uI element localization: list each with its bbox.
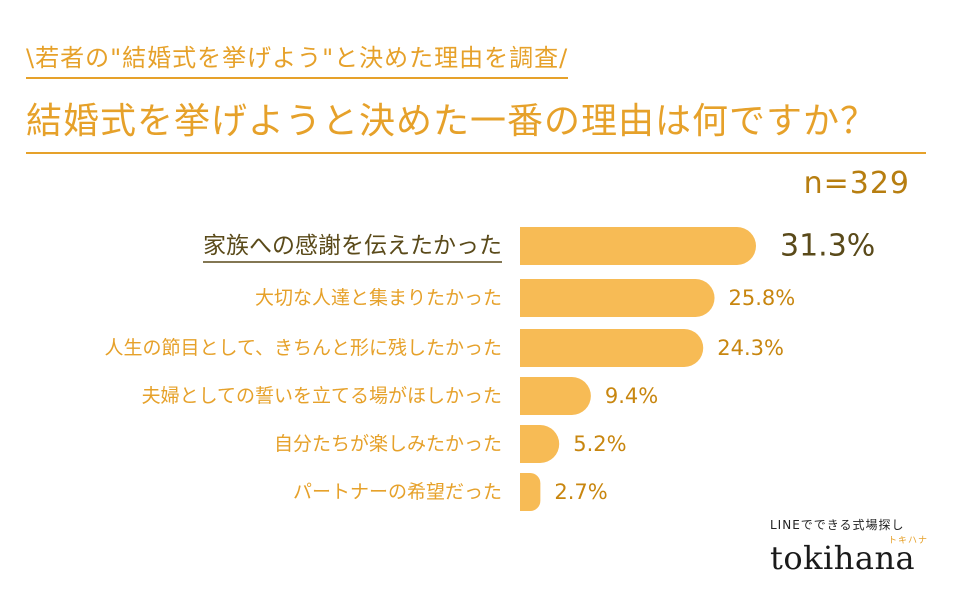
value-label-5: 2.7% <box>554 480 607 504</box>
bar-1 <box>520 279 715 317</box>
bar-2 <box>520 329 704 367</box>
category-label-1: 大切な人達と集まりたかった <box>255 287 502 309</box>
question-title: 結婚式を挙げようと決めた一番の理由は何ですか？ <box>26 92 926 154</box>
category-label-3: 夫婦としての誓いを立てる場がほしかった <box>142 385 502 407</box>
category-label-2: 人生の節目として、きちんと形に残したかった <box>105 337 502 359</box>
brand-ruby: トキハナ <box>888 536 929 546</box>
brand-logo: LINEでできる式場探し トキハナ tokihana <box>770 516 940 577</box>
value-label-3: 9.4% <box>605 384 658 408</box>
category-label-0: 家族への感謝を伝えたかった <box>203 233 502 259</box>
category-label-4: 自分たちが楽しみたかった <box>274 433 502 455</box>
survey-tag: \若者の"結婚式を挙げよう"と決めた理由を調査/ <box>26 38 569 79</box>
brand-tagline: LINEでできる式場探し <box>770 518 905 532</box>
category-label-5: パートナーの希望だった <box>293 481 502 503</box>
value-label-2: 24.3% <box>717 336 784 360</box>
value-label-1: 25.8% <box>729 286 796 310</box>
bar-4 <box>520 425 560 463</box>
bar-0 <box>520 227 756 265</box>
value-label-4: 5.2% <box>573 432 626 456</box>
sample-size: n=329 <box>803 166 910 201</box>
value-label-0: 31.3% <box>780 229 875 264</box>
bar-3 <box>520 377 591 415</box>
bar-5 <box>520 473 541 511</box>
brand-name: tokihana <box>770 539 916 577</box>
